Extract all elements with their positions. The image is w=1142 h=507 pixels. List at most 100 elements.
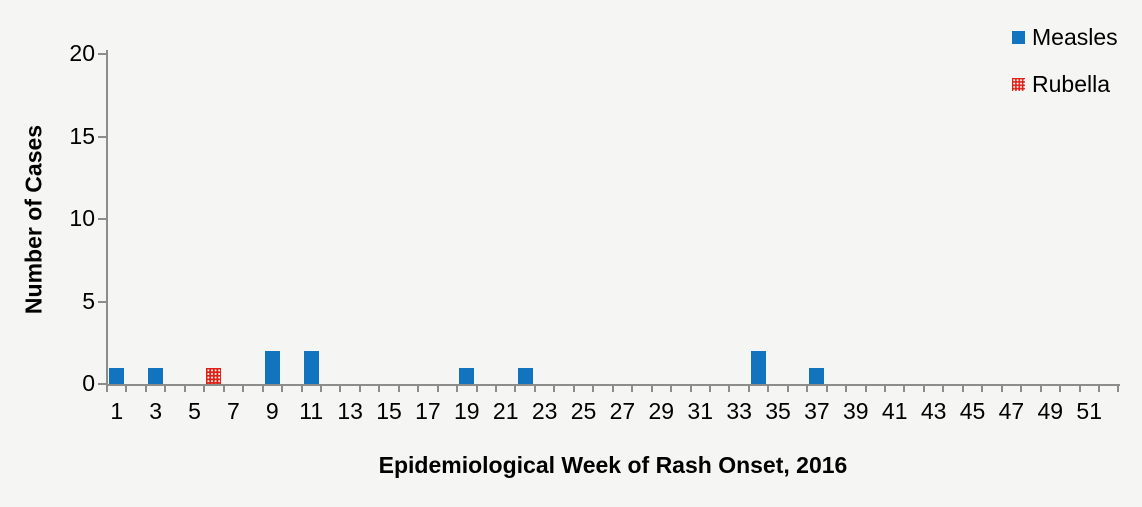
x-axis-tick [183, 386, 186, 392]
y-axis-tick [98, 300, 107, 303]
x-axis-tick-label: 11 [299, 398, 324, 424]
x-axis-tick [203, 386, 206, 392]
x-axis-tick [864, 386, 867, 392]
x-axis-tick-label: 21 [492, 398, 519, 424]
x-axis-tick [456, 386, 459, 392]
x-axis-tick-label: 15 [376, 398, 402, 424]
x-axis-tick [1059, 386, 1062, 392]
bar-measles-week-34 [751, 351, 767, 384]
x-axis-tick [728, 386, 731, 392]
x-axis-tick [261, 386, 264, 392]
x-axis-tick [747, 386, 750, 392]
x-axis-tick [533, 386, 536, 392]
x-axis-tick [981, 386, 984, 392]
x-axis-tick [1097, 386, 1100, 392]
x-axis-tick [514, 386, 517, 392]
x-axis-tick [786, 386, 789, 392]
x-axis-tick [1039, 386, 1042, 392]
x-axis-tick-label: 1 [110, 398, 124, 424]
x-axis-tick [106, 386, 108, 392]
x-axis-tick [475, 386, 478, 392]
y-axis-tick-label: 20 [69, 40, 95, 66]
x-axis-tick-label: 41 [881, 398, 908, 424]
x-axis-tick-label: 19 [454, 398, 480, 424]
x-axis-tick-label: 39 [843, 398, 869, 424]
y-axis-tick-label: 10 [69, 205, 95, 231]
bar-measles-week-22 [517, 367, 533, 384]
x-axis-tick [631, 386, 634, 392]
bar-measles-week-11 [303, 351, 319, 384]
x-axis-tick-label: 49 [1037, 398, 1064, 424]
x-axis-tick [397, 386, 400, 392]
x-axis-tick [592, 386, 595, 392]
x-axis-tick-label: 31 [687, 398, 714, 424]
x-axis-tick [903, 386, 906, 392]
x-axis-tick-label: 29 [648, 398, 675, 424]
x-axis-tick [670, 386, 673, 392]
y-axis-tick [98, 135, 107, 138]
x-axis-tick [708, 386, 711, 392]
legend-label-rubella: Rubella [1032, 71, 1110, 97]
x-axis-tick [572, 386, 575, 392]
x-axis-tick-label: 37 [804, 398, 830, 424]
x-axis-title: Epidemiological Week of Rash Onset, 2016 [378, 452, 848, 478]
x-axis-line [106, 384, 1120, 386]
x-axis-tick [339, 386, 342, 392]
x-axis-tick [242, 386, 245, 392]
x-axis-tick-label: 5 [188, 398, 201, 424]
x-axis-tick-label: 47 [998, 398, 1025, 424]
x-axis-tick [495, 386, 497, 392]
x-axis-tick-label: 43 [920, 398, 947, 424]
measles-swatch-icon [1012, 30, 1025, 44]
x-axis-tick-label: 25 [570, 398, 597, 424]
bar-measles-week-1 [109, 367, 125, 384]
x-axis-tick-label: 9 [265, 398, 279, 424]
x-axis-tick-label: 35 [765, 398, 791, 424]
x-axis-tick-label: 23 [531, 398, 558, 424]
x-axis-tick [125, 386, 128, 392]
legend-item-rubella: Rubella [1012, 71, 1118, 97]
bar-measles-week-3 [148, 367, 164, 384]
legend-item-measles: Measles [1012, 24, 1118, 50]
x-axis-tick [417, 386, 420, 392]
x-axis-tick [1117, 386, 1120, 392]
x-axis-tick [436, 386, 439, 392]
x-axis-tick [300, 386, 303, 392]
x-axis-tick [825, 386, 828, 392]
x-axis-tick-label: 51 [1076, 398, 1103, 424]
rubella-swatch-icon [1012, 77, 1025, 91]
x-axis-tick [767, 386, 770, 392]
x-axis-tick-label: 17 [415, 398, 441, 424]
legend-label-measles: Measles [1032, 24, 1118, 50]
bar-measles-week-37 [809, 367, 825, 384]
bar-measles-week-19 [459, 367, 475, 384]
x-axis-tick [845, 386, 848, 392]
bar-rubella-week-6 [206, 367, 222, 384]
x-axis-tick [378, 386, 381, 392]
y-axis-tick-label: 5 [82, 287, 95, 314]
x-axis-tick [942, 386, 945, 392]
x-axis-tick [358, 386, 361, 392]
x-axis-tick-label: 27 [609, 398, 636, 424]
x-axis-tick [884, 386, 886, 392]
x-axis-tick-label: 3 [149, 398, 163, 424]
x-axis-tick [222, 386, 225, 392]
y-axis-tick-label: 0 [82, 370, 95, 396]
bar-measles-week-9 [264, 351, 280, 384]
x-axis-tick [961, 386, 964, 392]
y-axis-tick [98, 53, 107, 55]
x-axis-tick-label: 7 [227, 398, 240, 424]
y-axis-line [106, 50, 108, 385]
x-axis-tick [164, 386, 167, 392]
x-axis-tick [281, 386, 284, 392]
x-axis-tick-label: 33 [726, 398, 752, 424]
x-axis-tick [1000, 386, 1003, 392]
x-axis-tick [611, 386, 614, 392]
y-axis-tick [98, 383, 107, 385]
x-axis-tick [650, 386, 653, 392]
legend: Measles Rubella [1012, 24, 1118, 118]
x-axis-tick [1020, 386, 1023, 392]
x-axis-tick [553, 386, 556, 392]
y-axis-tick-label: 15 [69, 122, 95, 149]
